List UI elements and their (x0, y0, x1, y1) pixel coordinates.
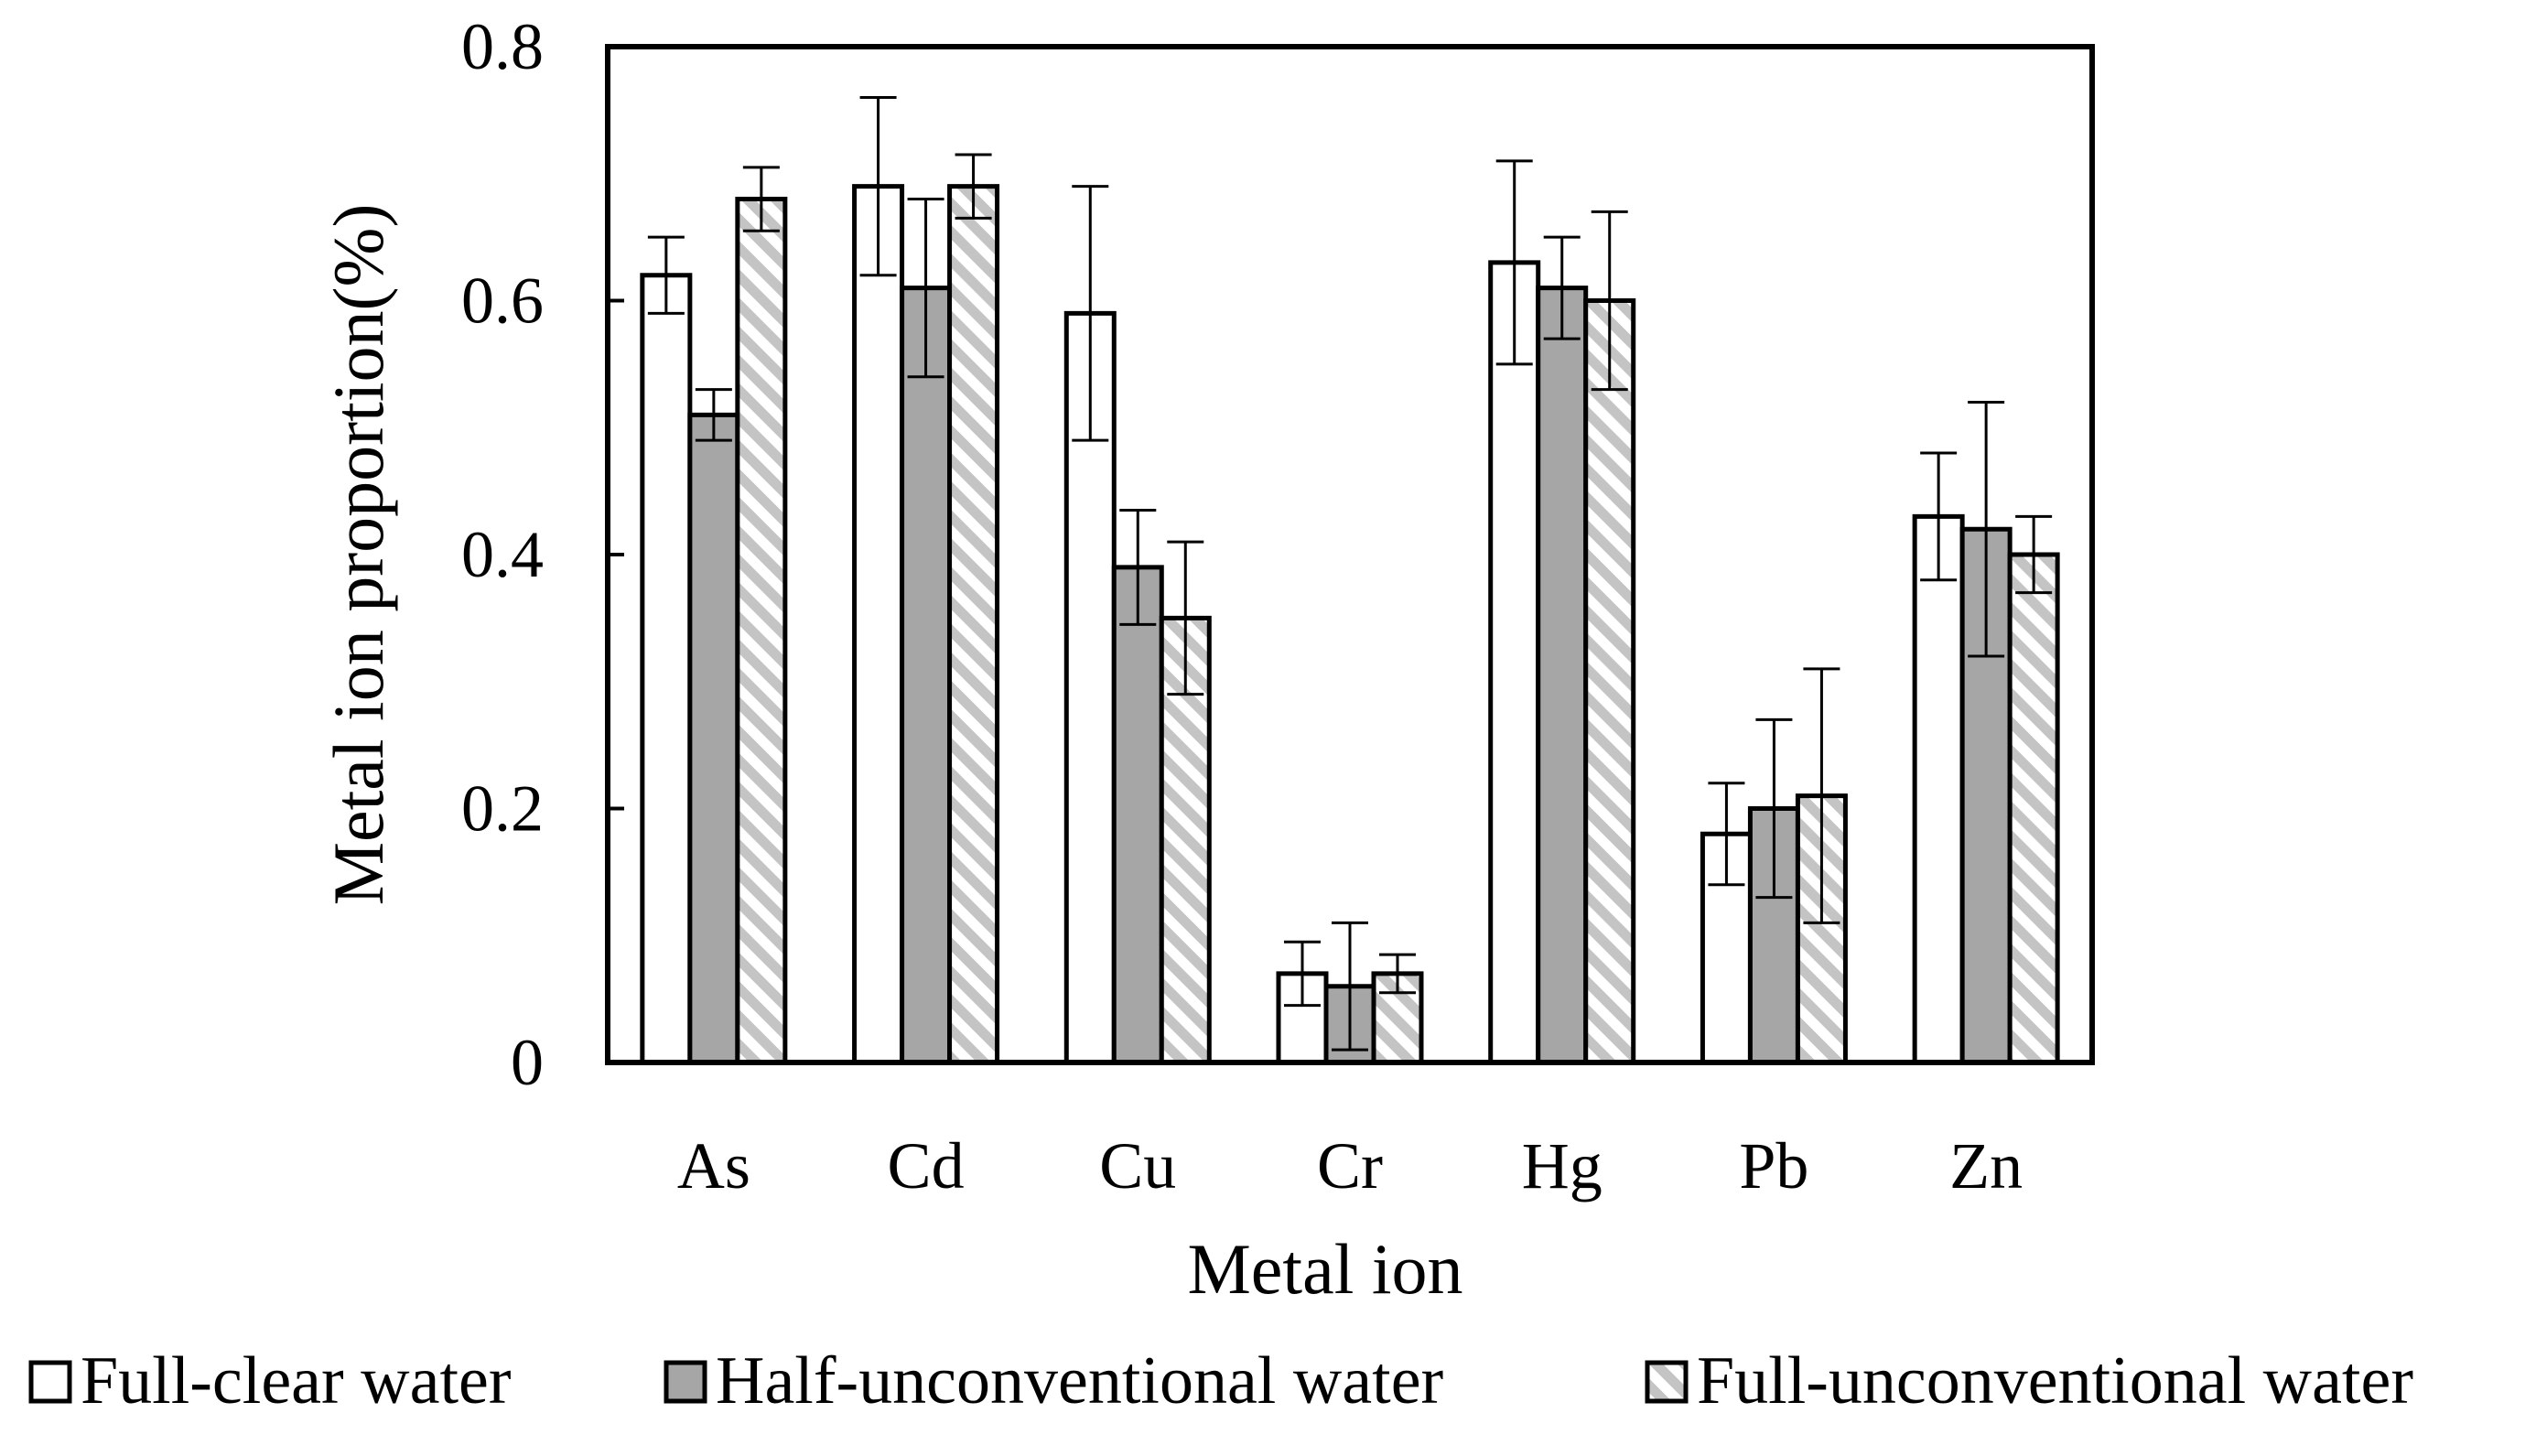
y-axis: 0 0.2 0.4 0.6 0.8 (461, 10, 624, 1099)
x-axis-title: Metal ion (1187, 1229, 1462, 1309)
y-tick-label: 0.6 (461, 264, 544, 338)
bar-hg-series-2 (1536, 286, 1589, 1065)
error-bar-zn-series-2 (1968, 401, 2005, 658)
y-tick-label: 0.4 (461, 518, 544, 591)
bar-as-series-1 (640, 273, 693, 1065)
bar-as-series-2 (687, 412, 740, 1065)
bar-cu-series-2 (1111, 565, 1164, 1065)
bar-cd-series-3 (947, 184, 1000, 1065)
error-bar-cd-series-3 (955, 153, 992, 220)
error-bar-pb-series-1 (1708, 782, 1745, 887)
error-bar-zn-series-3 (2015, 514, 2053, 595)
error-bar-pb-series-2 (1755, 717, 1793, 900)
x-tick-label-as: As (677, 1129, 750, 1203)
y-tick-label: 0.2 (461, 772, 544, 846)
legend-swatch (1645, 1360, 1689, 1404)
legend-item-series-1: Full-clear water (28, 1343, 512, 1418)
legend-label: Full-unconventional water (1697, 1343, 2413, 1418)
bars-layer (640, 96, 2060, 1065)
y-tick-label: 0 (511, 1026, 544, 1099)
legend-item-series-2: Half-unconventional water (664, 1343, 1443, 1418)
bar-hg-series-1 (1488, 260, 1541, 1065)
x-tick-label-cu: Cu (1099, 1129, 1176, 1203)
plot-frame (605, 44, 2095, 1065)
error-bar-cd-series-1 (859, 96, 897, 277)
bar-cd-series-2 (900, 286, 953, 1065)
bar-as-series-3 (735, 197, 788, 1065)
error-bar-cr-series-1 (1284, 940, 1321, 1008)
legend: Full-clear water Half-unconventional wate… (28, 1343, 2413, 1418)
y-tick-label: 0.8 (461, 10, 544, 83)
legend-label: Full-clear water (81, 1343, 512, 1418)
error-bar-as-series-1 (647, 235, 685, 315)
y-axis-title: Metal ion proportion(%) (318, 204, 398, 906)
error-bar-cr-series-2 (1332, 921, 1368, 1052)
error-bar-as-series-2 (695, 388, 732, 442)
error-bar-pb-series-3 (1803, 667, 1840, 924)
error-bar-cu-series-1 (1072, 185, 1109, 442)
x-tick-label-cd: Cd (888, 1129, 965, 1203)
error-bar-as-series-3 (742, 166, 780, 232)
error-bar-hg-series-1 (1495, 159, 1533, 366)
x-tick-label-cr: Cr (1317, 1129, 1383, 1203)
legend-swatch (664, 1360, 707, 1404)
legend-item-series-3: Full-unconventional water (1645, 1343, 2413, 1418)
bar-hg-series-3 (1583, 298, 1636, 1065)
error-bar-hg-series-3 (1591, 210, 1628, 392)
error-bar-zn-series-1 (1920, 451, 1958, 582)
error-bar-cu-series-2 (1119, 508, 1157, 626)
x-tick-label-pb: Pb (1739, 1129, 1808, 1203)
error-bar-cr-series-3 (1379, 953, 1416, 995)
x-tick-label-zn: Zn (1949, 1129, 2023, 1203)
x-axis: As Cd Cu Cr Hg Pb Zn (677, 1129, 2023, 1203)
legend-label: Half-unconventional water (716, 1343, 1443, 1418)
legend-swatch (28, 1360, 72, 1404)
bar-zn-series-3 (2007, 552, 2060, 1065)
error-bar-cu-series-3 (1167, 540, 1204, 696)
error-bar-hg-series-2 (1543, 235, 1581, 340)
bar-zn-series-1 (1912, 513, 1965, 1065)
bar-cd-series-1 (852, 184, 905, 1065)
error-bar-cd-series-2 (907, 198, 944, 379)
x-tick-label-hg: Hg (1522, 1129, 1603, 1203)
